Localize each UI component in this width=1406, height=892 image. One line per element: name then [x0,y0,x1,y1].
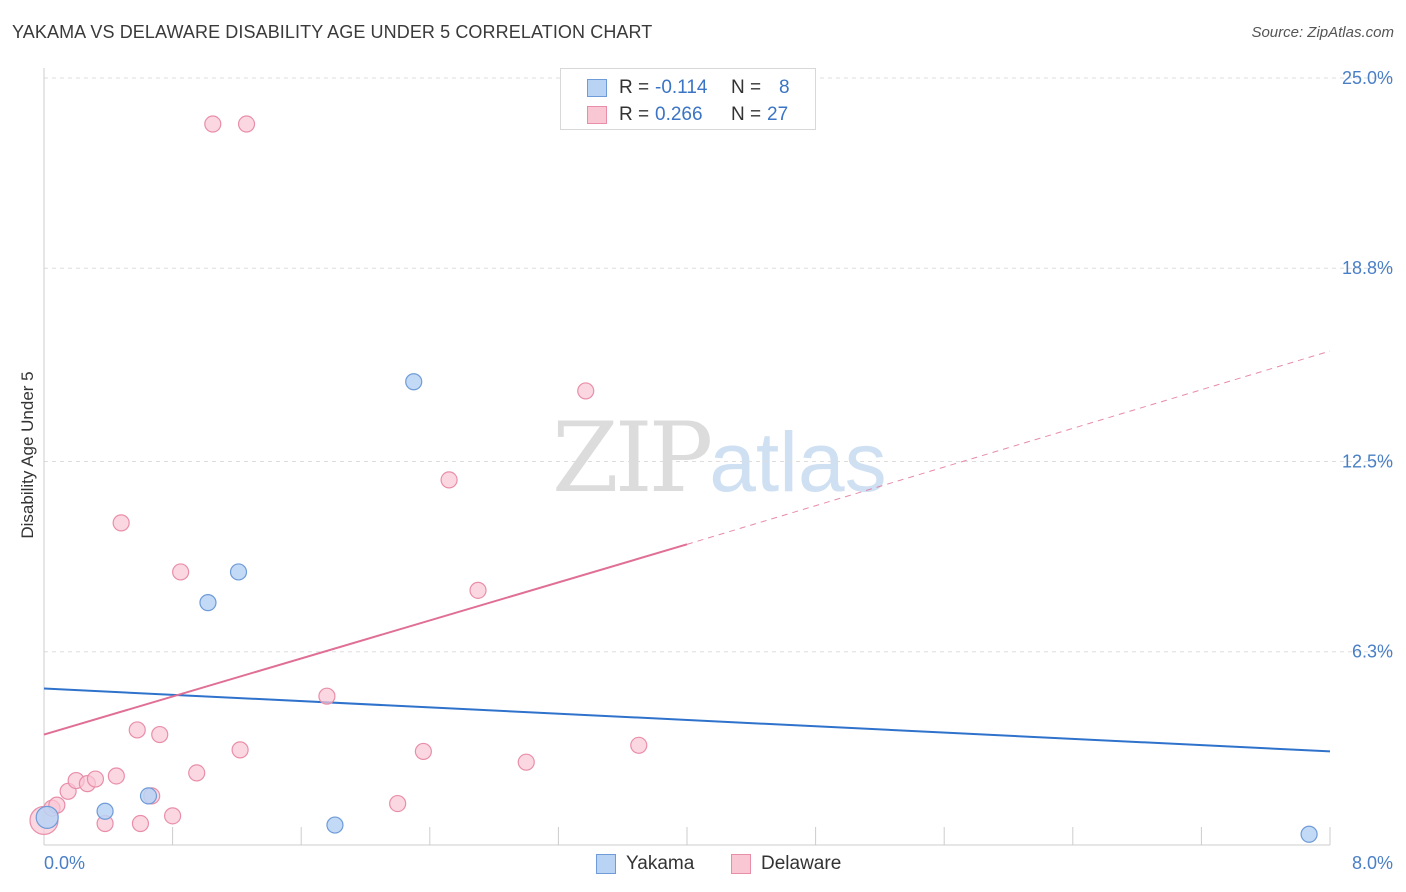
delaware-swatch [731,854,751,874]
x-tick-label: 8.0% [1352,853,1393,873]
y-tick-label: 6.3% [1352,642,1393,662]
trend-layer [43,350,1331,753]
yakama-legend-label: Yakama [626,853,695,874]
delaware-trend-line [43,543,688,736]
yakama-point [96,802,114,820]
delaware-point [188,764,206,782]
legend-row-delaware: R = 0.266 N = 27 [561,102,815,128]
delaware-point [86,770,105,788]
r-value: -0.114 [655,77,708,98]
delaware-legend-label: Delaware [761,853,842,874]
legend-row-yakama: R = -0.114 N = 8 [561,75,815,101]
y-axis-label: Disability Age Under 5 [18,371,37,538]
delaware-point [204,115,222,133]
delaware-point [318,687,336,705]
delaware-point [389,794,407,813]
delaware-point [164,807,182,825]
delaware-point [630,736,648,754]
r-label: R = [619,77,650,98]
x-tick-label: 0.0% [44,853,85,873]
y-tick-label: 18.8% [1342,258,1393,278]
grid-layer [44,77,1392,653]
delaware-point [231,741,249,759]
delaware-point [112,514,130,532]
delaware-point [414,742,432,761]
correlation-legend: R = -0.114 N = 8 R = 0.266 N = 27 [560,68,816,130]
n-value: 8 [779,77,790,98]
delaware-trend-line-projected [686,350,1331,545]
delaware-point [128,721,146,739]
delaware-point [172,563,190,581]
yakama-trend-line [43,687,1331,753]
yakama-swatch [596,854,616,874]
yakama-point [35,805,59,829]
delaware-point [577,382,595,400]
r-label: R = [619,104,650,125]
delaware-point [469,581,487,599]
point-layer [29,115,1318,843]
yakama-point [326,816,344,834]
n-label: N = [731,77,762,98]
delaware-point [237,115,256,133]
delaware-point [107,767,125,785]
r-value: 0.266 [655,104,703,125]
delaware-point [131,814,150,833]
yakama-point [229,563,248,581]
delaware-point [151,725,169,744]
yakama-point [1300,825,1318,843]
source-label: Source: ZipAtlas.com [1251,24,1394,41]
y-tick-label: 25.0% [1342,68,1393,88]
yakama-point [139,787,158,805]
y-tick-label: 12.5% [1342,452,1393,472]
delaware-point [440,471,458,489]
n-label: N = [731,104,762,125]
delaware-point [517,753,535,771]
label-layer: 6.3% 12.5% 18.8% 25.0% 0.0% 8.0% Disability Ag… [18,68,1393,873]
yakama-point [199,594,217,612]
delaware-swatch [587,106,607,124]
yakama-swatch [587,79,607,97]
n-value: 27 [767,104,789,125]
yakama-point [405,373,423,391]
axis-layer [43,68,1331,846]
chart-title: YAKAMA VS DELAWARE DISABILITY AGE UNDER … [12,22,653,42]
